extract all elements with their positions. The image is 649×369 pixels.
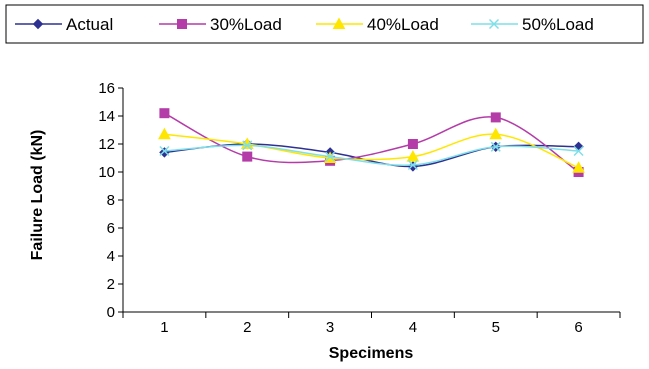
y-axis-title: Failure Load (kN) (29, 130, 46, 261)
legend: Actual 30%Load 40%Load 50%Load (5, 4, 644, 44)
data-point-marker (489, 127, 503, 140)
data-point-marker (490, 112, 501, 123)
data-point-marker (159, 147, 170, 158)
x-tick-label: 2 (243, 319, 251, 336)
x-tick-label: 5 (492, 319, 500, 336)
y-tick-label: 10 (98, 164, 115, 181)
series-actual (159, 138, 584, 172)
data-point-marker (242, 151, 253, 162)
chart-series (158, 108, 585, 177)
data-point-marker (158, 127, 171, 140)
x-tick-label: 3 (326, 319, 334, 336)
legend-item: 40%Load (316, 15, 439, 34)
series-line (164, 133, 579, 169)
data-point-marker (572, 161, 585, 173)
y-tick-label: 8 (107, 192, 115, 209)
legend-label: 40%Load (367, 15, 439, 34)
legend-item: 30%Load (159, 15, 282, 34)
x-tick-label: 6 (574, 319, 582, 336)
series-50-load (159, 140, 584, 171)
x-tick-label: 1 (160, 319, 168, 336)
data-point-marker (406, 150, 420, 162)
data-point-marker (407, 159, 418, 171)
x-tick-label: 4 (409, 319, 417, 336)
legend-label: 50%Load (522, 15, 594, 34)
legend-marker (488, 18, 500, 30)
series-line (164, 144, 579, 166)
data-point-marker (407, 161, 419, 172)
y-tick-label: 16 (98, 80, 115, 97)
x-axis-title: Specimens (329, 345, 414, 362)
y-tick-label: 4 (107, 248, 115, 265)
y-tick-label: 0 (107, 304, 115, 321)
data-point-marker (573, 145, 584, 157)
y-tick-label: 14 (98, 108, 115, 125)
data-point-marker (325, 151, 336, 162)
data-point-marker (242, 140, 253, 151)
legend-item: 50%Load (471, 15, 594, 34)
y-tick-label: 2 (107, 276, 115, 293)
legend-marker (332, 17, 346, 29)
series-30-load (159, 108, 584, 177)
series-line (164, 112, 579, 173)
legend-label: 30%Load (210, 15, 282, 34)
data-point-marker (159, 145, 170, 157)
legend-marker (177, 19, 187, 29)
legend-item: Actual (15, 15, 113, 34)
data-point-marker (159, 108, 170, 119)
data-point-marker (407, 139, 418, 149)
y-tick-label: 12 (98, 136, 115, 153)
y-tick-label: 6 (107, 220, 115, 237)
legend-label: Actual (66, 15, 113, 34)
legend-marker (32, 18, 44, 30)
series-40-load (158, 127, 585, 173)
data-point-marker (490, 141, 501, 152)
